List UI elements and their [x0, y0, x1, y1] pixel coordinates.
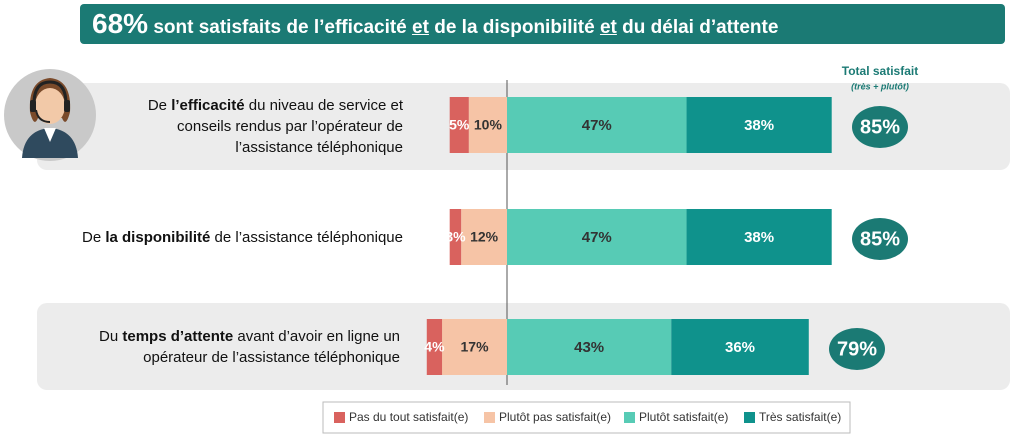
total-subtitle: (très + plutôt)	[851, 81, 909, 91]
category-part: du niveau de service et conseils rendus …	[177, 96, 403, 156]
legend-swatch	[624, 412, 635, 423]
category-part: temps d’attente	[122, 328, 234, 345]
title-part: de la disponibilité	[428, 17, 600, 38]
total-title: Total satisfait	[842, 64, 918, 78]
category-label: Du temps d’attente avant d’avoir en lign…	[60, 317, 400, 377]
bar-segment	[507, 319, 672, 375]
value-label: 4%	[424, 339, 445, 355]
total-badge	[829, 328, 885, 370]
value-label: 36%	[725, 339, 755, 356]
legend-swatch	[334, 412, 345, 423]
bar-segment	[449, 97, 469, 153]
category-part: de l’assistance téléphonique	[210, 228, 403, 246]
value-label: 47%	[582, 229, 612, 246]
bar-segment	[686, 97, 832, 153]
category-label: De l’efficacité du niveau de service et …	[113, 86, 403, 166]
title-bar: 68% sont satisfaits de l’efficacité et d…	[80, 4, 1005, 44]
bar-segment	[686, 209, 832, 265]
bar-segment	[507, 97, 687, 153]
value-label: 5%	[449, 117, 470, 133]
avatar	[4, 69, 96, 161]
category-part: l’efficacité	[171, 96, 245, 114]
bar-segment	[671, 319, 809, 375]
category-part: avant d’avoir en ligne un opérateur de l…	[143, 328, 400, 366]
value-label: 10%	[474, 117, 503, 133]
bar-segment	[449, 209, 462, 265]
category-part: De	[147, 96, 172, 114]
total-label: 79%	[837, 338, 877, 360]
value-label: 38%	[744, 229, 774, 246]
legend-label: Plutôt pas satisfait(e)	[499, 410, 611, 424]
bar-segment	[507, 209, 687, 265]
title-part: et	[412, 17, 429, 38]
value-label: 17%	[461, 339, 490, 355]
category-part: la disponibilité	[105, 228, 211, 246]
category-label: De la disponibilité de l’assistance télé…	[3, 212, 403, 262]
value-label: 43%	[574, 339, 604, 356]
category-part: De	[82, 228, 106, 246]
legend-label: Pas du tout satisfait(e)	[349, 410, 468, 424]
legend-label: Très satisfait(e)	[759, 410, 841, 424]
value-label: 12%	[470, 229, 499, 245]
category-text: De l’efficacité du niveau de service et …	[113, 95, 403, 158]
total-label: 85%	[860, 228, 900, 250]
bar-segment	[468, 97, 507, 153]
value-label: 3%	[445, 229, 466, 245]
bar-segment	[461, 209, 507, 265]
legend-swatch	[744, 412, 755, 423]
total-badge	[852, 218, 908, 260]
title-part: du délai d’attente	[616, 17, 779, 38]
title-part: 68%	[92, 8, 149, 39]
bar-segment	[426, 319, 443, 375]
title-part: et	[599, 17, 617, 38]
title-part: sont satisfaits de l’efficacité	[148, 17, 413, 38]
value-label: 38%	[744, 117, 774, 134]
total-badge	[852, 106, 908, 148]
value-label: 47%	[582, 117, 612, 134]
category-part: Du	[99, 328, 123, 345]
legend-swatch	[484, 412, 495, 423]
total-label: 85%	[860, 116, 900, 138]
category-text: Du temps d’attente avant d’avoir en lign…	[60, 326, 400, 368]
bar-segment	[442, 319, 507, 375]
legend-box	[322, 401, 851, 434]
category-text: De la disponibilité de l’assistance télé…	[82, 227, 403, 248]
legend-label: Plutôt satisfait(e)	[639, 410, 728, 424]
